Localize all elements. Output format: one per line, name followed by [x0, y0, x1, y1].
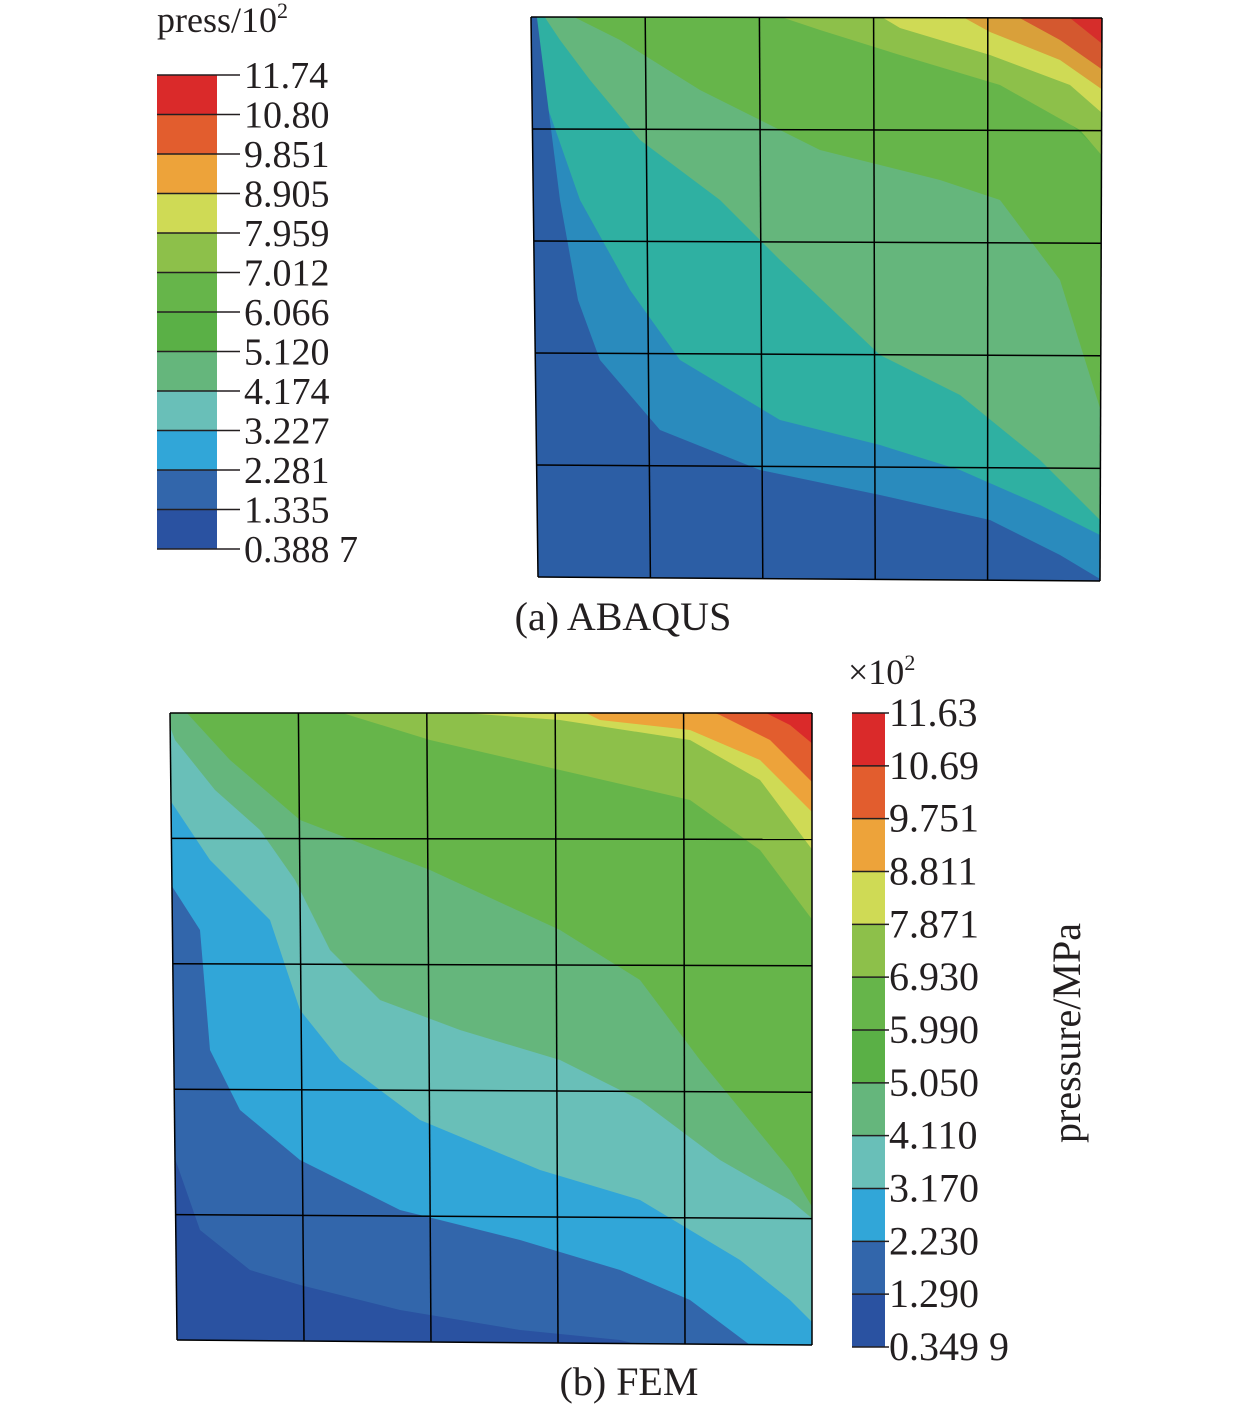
legend-a-tick-label-9: 3.227	[244, 411, 330, 453]
mesh-a-row-line-4	[536, 464, 1101, 470]
mesh-b-row-line-5	[176, 1339, 813, 1346]
legend-b-tick-label-1: 10.69	[889, 743, 979, 788]
legend-a-ticks: 11.7410.809.8518.9057.9597.0126.0665.120…	[157, 55, 358, 571]
legend-a-swatch-3	[157, 193, 217, 234]
mesh-a-col-line-3	[872, 17, 876, 580]
legend-b-swatch-10	[852, 1241, 885, 1295]
legend-a-tick-label-3: 8.905	[244, 174, 330, 216]
mesh-b-row-line-2	[172, 963, 813, 967]
legend-a-swatch-9	[157, 430, 217, 471]
legend-b-multiplier: ×102	[848, 650, 915, 692]
mesh-b-col-line-2	[426, 712, 432, 1343]
legend-a-swatch-2	[157, 154, 217, 194]
mesh-b-row-line-4	[175, 1213, 813, 1220]
legend-b-tick-label-5: 6.930	[889, 954, 979, 999]
legend-a: press/102 11.7410.809.8518.9057.9597.012…	[157, 0, 358, 571]
legend-a-tick-label-10: 2.281	[244, 450, 330, 492]
legend-a-swatch-6	[157, 312, 217, 352]
mesh-a-row-line-2	[533, 240, 1102, 244]
mesh-b-row-line-3	[174, 1088, 813, 1093]
legend-b-swatch-5	[852, 977, 885, 1031]
legend-a-swatch-8	[157, 391, 217, 431]
legend-b-tick-label-7: 5.050	[889, 1060, 979, 1105]
legend-b-swatch-7	[852, 1082, 885, 1137]
legend-b: ×102 11.63 10.69 9.751 8.811 7.871 6.930 5.990…	[848, 650, 1089, 1369]
band-b-5	[170, 713, 700, 1345]
legend-b-tick-label-12: 0.349 9	[889, 1324, 1009, 1369]
legend-a-title: press/102	[157, 0, 288, 40]
legend-a-colorbar	[157, 75, 217, 550]
mesh-b-col-line-1	[297, 712, 305, 1342]
legend-b-tick-label-4: 7.871	[889, 901, 979, 946]
mesh-b-col-line-0	[169, 712, 178, 1341]
mesh-a-col-line-5	[1099, 17, 1103, 582]
legend-b-swatch-9	[852, 1188, 885, 1242]
legend-b-swatch-0	[852, 713, 885, 767]
legend-b-tick-label-6: 5.990	[889, 1007, 979, 1052]
mesh-a-row-line-3	[535, 352, 1101, 357]
legend-b-swatch-4	[852, 924, 885, 978]
mesh-a-col-line-1	[644, 17, 652, 578]
legend-b-tick-label-11: 1.290	[889, 1271, 979, 1316]
legend-b-colorbar	[852, 713, 885, 1348]
mesh-a	[530, 16, 1103, 582]
caption-b: (b) FEM	[560, 1359, 699, 1404]
legend-a-tick-label-2: 9.851	[244, 134, 330, 176]
legend-b-tick-label-8: 4.110	[889, 1113, 978, 1158]
legend-b-swatch-6	[852, 1030, 885, 1084]
mesh-a-row-line-5	[537, 576, 1101, 582]
mesh-a-row-line-0	[530, 16, 1103, 19]
legend-b-swatch-2	[852, 818, 885, 872]
legend-a-swatch-7	[157, 351, 217, 392]
legend-a-tick-label-11: 1.335	[244, 490, 330, 532]
legend-a-tick-label-0: 11.74	[244, 55, 328, 97]
legend-a-swatch-1	[157, 114, 217, 155]
legend-b-tick-label-0: 11.63	[889, 690, 978, 735]
legend-a-swatch-11	[157, 509, 217, 550]
legend-b-ticks: 11.63 10.69 9.751 8.811 7.871 6.930 5.990 5.050…	[852, 690, 1009, 1369]
plot-b: (b) FEM	[169, 712, 813, 1404]
band-a-5	[531, 17, 1102, 581]
band-b-6	[300, 713, 812, 930]
legend-a-tick-label-6: 6.066	[244, 292, 330, 334]
plot-a: (a) ABAQUS	[515, 16, 1103, 639]
legend-b-tick-label-10: 2.230	[889, 1218, 979, 1263]
legend-a-tick-label-7: 5.120	[244, 332, 330, 374]
legend-b-swatch-8	[852, 1135, 885, 1189]
legend-a-tick-label-8: 4.174	[244, 371, 330, 413]
legend-b-swatch-11	[852, 1294, 885, 1348]
band-b-4	[170, 713, 812, 1345]
legend-a-tick-label-4: 7.959	[244, 213, 330, 255]
legend-a-tick-label-1: 10.80	[244, 95, 330, 137]
legend-a-tick-label-12: 0.388 7	[244, 529, 358, 571]
mesh-b-row-line-1	[171, 837, 813, 841]
legend-b-tick-label-2: 9.751	[889, 796, 979, 841]
legend-b-tick-label-9: 3.170	[889, 1166, 979, 1211]
mesh-a-row-line-1	[532, 128, 1102, 132]
legend-a-swatch-0	[157, 75, 217, 115]
band-a-10	[1060, 17, 1102, 50]
mesh-a-col-line-2	[758, 17, 764, 579]
mesh-b-col-line-3	[554, 712, 559, 1344]
mesh-b	[169, 712, 813, 1346]
legend-b-swatch-3	[852, 871, 885, 925]
mesh-b-col-line-4	[682, 712, 686, 1345]
legend-a-tick-label-5: 7.012	[244, 253, 330, 295]
legend-a-swatch-5	[157, 272, 217, 313]
legend-b-tick-label-3: 8.811	[889, 849, 978, 894]
legend-a-swatch-4	[157, 233, 217, 273]
legend-b-unit-label: pressure/MPa	[1044, 923, 1089, 1143]
mesh-a-col-line-0	[530, 16, 539, 578]
caption-a: (a) ABAQUS	[515, 594, 732, 639]
legend-b-swatch-1	[852, 765, 885, 820]
legend-a-swatch-10	[157, 470, 217, 510]
